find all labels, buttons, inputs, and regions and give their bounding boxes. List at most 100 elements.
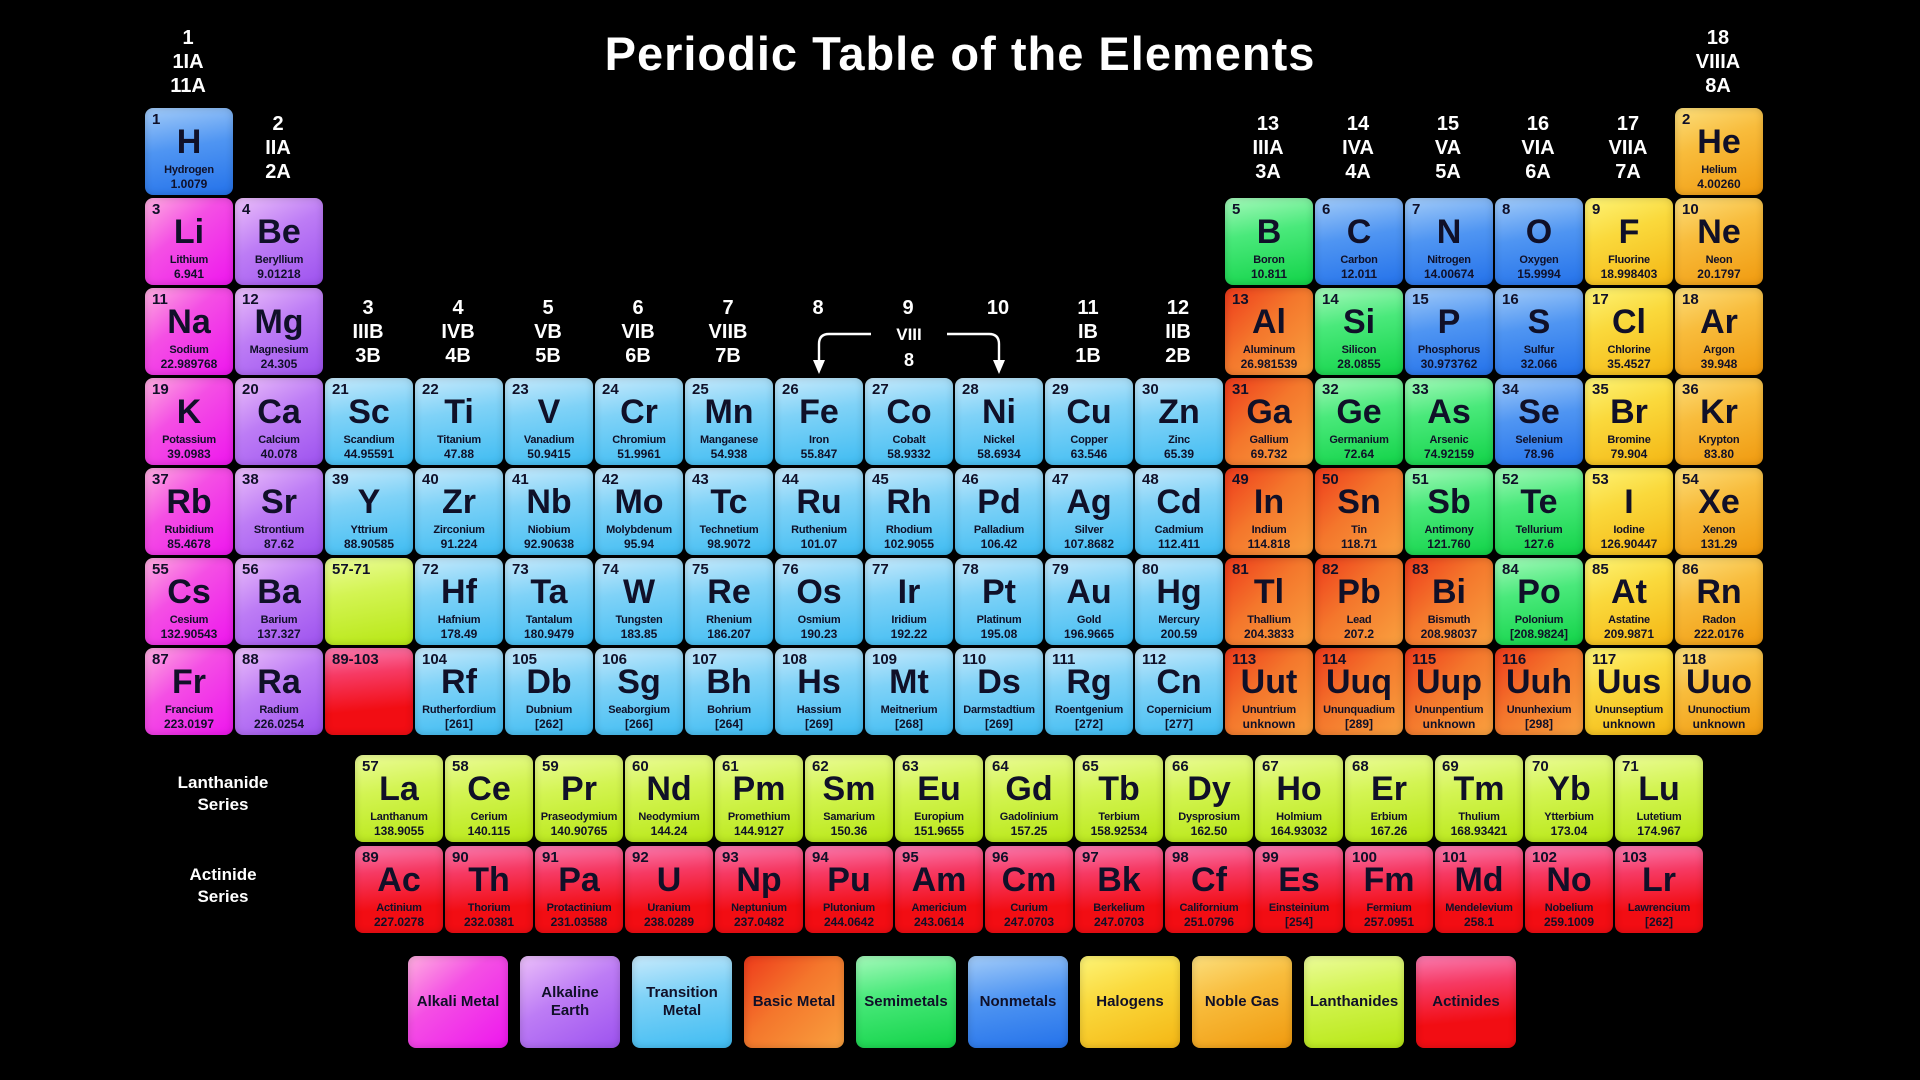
group-label-16: 16 VIA 6A <box>1521 113 1555 183</box>
element-name: Potassium <box>162 434 216 446</box>
atomic-number: 44 <box>782 471 799 488</box>
atomic-number: 54 <box>1682 471 1699 488</box>
atomic-number: 37 <box>152 471 169 488</box>
atomic-mass: 69.732 <box>1250 447 1288 461</box>
element-symbol: Po <box>1517 573 1561 611</box>
atomic-mass: 140.90765 <box>550 824 608 838</box>
element-Uup: 115 Uup Ununpentium unknown <box>1405 648 1493 735</box>
atomic-number: 105 <box>512 651 538 668</box>
element-S: 16 S Sulfur 32.066 <box>1495 288 1583 375</box>
element-89-103: 89-103 <box>325 648 413 735</box>
legend-transition: Transition Metal <box>632 956 732 1048</box>
atomic-number: 97 <box>1082 849 1099 866</box>
element-symbol: Uus <box>1596 663 1662 701</box>
element-symbol: Rn <box>1696 573 1742 611</box>
atomic-mass: [298] <box>1524 717 1553 731</box>
atomic-number: 107 <box>692 651 718 668</box>
element-Eu: 63 Eu Europium 151.9655 <box>895 755 983 842</box>
element-name: Technetium <box>699 524 759 536</box>
atomic-number: 40 <box>422 471 439 488</box>
element-Tb: 65 Tb Terbium 158.92534 <box>1075 755 1163 842</box>
atomic-mass: [269] <box>984 717 1013 731</box>
element-name: Ununoctium <box>1687 704 1751 716</box>
atomic-mass: 158.92534 <box>1090 824 1148 838</box>
element-name: Calcium <box>258 434 300 446</box>
element-symbol: Th <box>468 861 510 899</box>
element-Bh: 107 Bh Bohrium [264] <box>685 648 773 735</box>
element-name: Astatine <box>1608 614 1650 626</box>
atomic-number: 115 <box>1412 651 1437 668</box>
element-symbol: Bi <box>1432 573 1466 611</box>
element-Bk: 97 Bk Berkelium 247.0703 <box>1075 846 1163 933</box>
element-Ar: 18 Ar Argon 39.948 <box>1675 288 1763 375</box>
element-symbol: Br <box>1610 393 1648 431</box>
element-name: Cobalt <box>892 434 926 446</box>
atomic-number: 98 <box>1172 849 1189 866</box>
element-name: Ununquadium <box>1323 704 1395 716</box>
atomic-number: 7 <box>1412 201 1421 218</box>
element-Ce: 58 Ce Cerium 140.115 <box>445 755 533 842</box>
element-symbol: Tc <box>710 483 748 521</box>
element-name: Silver <box>1074 524 1104 536</box>
element-symbol: Mo <box>614 483 664 521</box>
element-name: Samarium <box>823 811 875 823</box>
legend-noble: Noble Gas <box>1192 956 1292 1048</box>
atomic-mass: 98.9072 <box>707 537 751 551</box>
element-symbol: Zr <box>442 483 476 521</box>
atomic-number: 116 <box>1502 651 1527 668</box>
element-Ag: 47 Ag Silver 107.8682 <box>1045 468 1133 555</box>
atomic-number: 83 <box>1412 561 1429 578</box>
atomic-number: 57 <box>362 758 379 775</box>
element-name: Francium <box>165 704 213 716</box>
element-Rg: 111 Rg Roentgenium [272] <box>1045 648 1133 735</box>
element-symbol: Ta <box>530 573 568 611</box>
element-name: Ruthenium <box>791 524 847 536</box>
element-name: Neodymium <box>638 811 700 823</box>
element-Cf: 98 Cf Californium 251.0796 <box>1165 846 1253 933</box>
atomic-number: 102 <box>1532 849 1558 866</box>
atomic-number: 63 <box>902 758 919 775</box>
atomic-mass: unknown <box>1422 717 1476 731</box>
atomic-number: 45 <box>872 471 889 488</box>
group-label-17: 17 VIIA 7A <box>1608 113 1648 183</box>
atomic-number: 4 <box>242 201 251 218</box>
atomic-number: 109 <box>872 651 898 668</box>
atomic-number: 74 <box>602 561 619 578</box>
atomic-number: 11 <box>152 291 168 308</box>
element-name: Ununhexium <box>1506 704 1572 716</box>
element-symbol: Ni <box>982 393 1016 431</box>
atomic-number: 78 <box>962 561 979 578</box>
atomic-mass: 259.1009 <box>1543 915 1595 929</box>
atomic-mass: [269] <box>804 717 833 731</box>
element-Ba: 56 Ba Barium 137.327 <box>235 558 323 645</box>
element-name: Berkelium <box>1093 902 1145 914</box>
element-name: Americium <box>911 902 967 914</box>
element-name: Vanadium <box>523 434 575 446</box>
atomic-mass: 190.23 <box>800 627 838 641</box>
atomic-number: 110 <box>962 651 987 668</box>
element-symbol: Be <box>257 213 301 251</box>
element-symbol: Sr <box>261 483 297 521</box>
element-symbol: Pt <box>982 573 1016 611</box>
element-name: Ununseptium <box>1594 704 1664 716</box>
element-name: Lead <box>1346 614 1372 626</box>
element-symbol: As <box>1427 393 1471 431</box>
atomic-number: 57-71 <box>332 561 371 578</box>
element-Na: 11 Na Sodium 22.989768 <box>145 288 233 375</box>
element-O: 8 O Oxygen 15.9994 <box>1495 198 1583 285</box>
element-name: Thallium <box>1247 614 1291 626</box>
element-symbol: Cu <box>1066 393 1112 431</box>
element-name: Zirconium <box>433 524 485 536</box>
lanthanide-series-label: Lanthanide Series <box>177 773 269 814</box>
element-name: Radium <box>259 704 299 716</box>
atomic-mass: 10.811 <box>1250 267 1288 281</box>
element-symbol: Xe <box>1698 483 1740 521</box>
atomic-number: 55 <box>152 561 169 578</box>
atomic-number: 89-103 <box>332 651 379 668</box>
atomic-mass: 58.6934 <box>977 447 1021 461</box>
element-symbol: W <box>622 573 656 611</box>
element-Uus: 117 Uus Ununseptium unknown <box>1585 648 1673 735</box>
element-symbol: Db <box>526 663 572 701</box>
element-Md: 101 Md Mendelevium 258.1 <box>1435 846 1523 933</box>
atomic-number: 31 <box>1232 381 1249 398</box>
